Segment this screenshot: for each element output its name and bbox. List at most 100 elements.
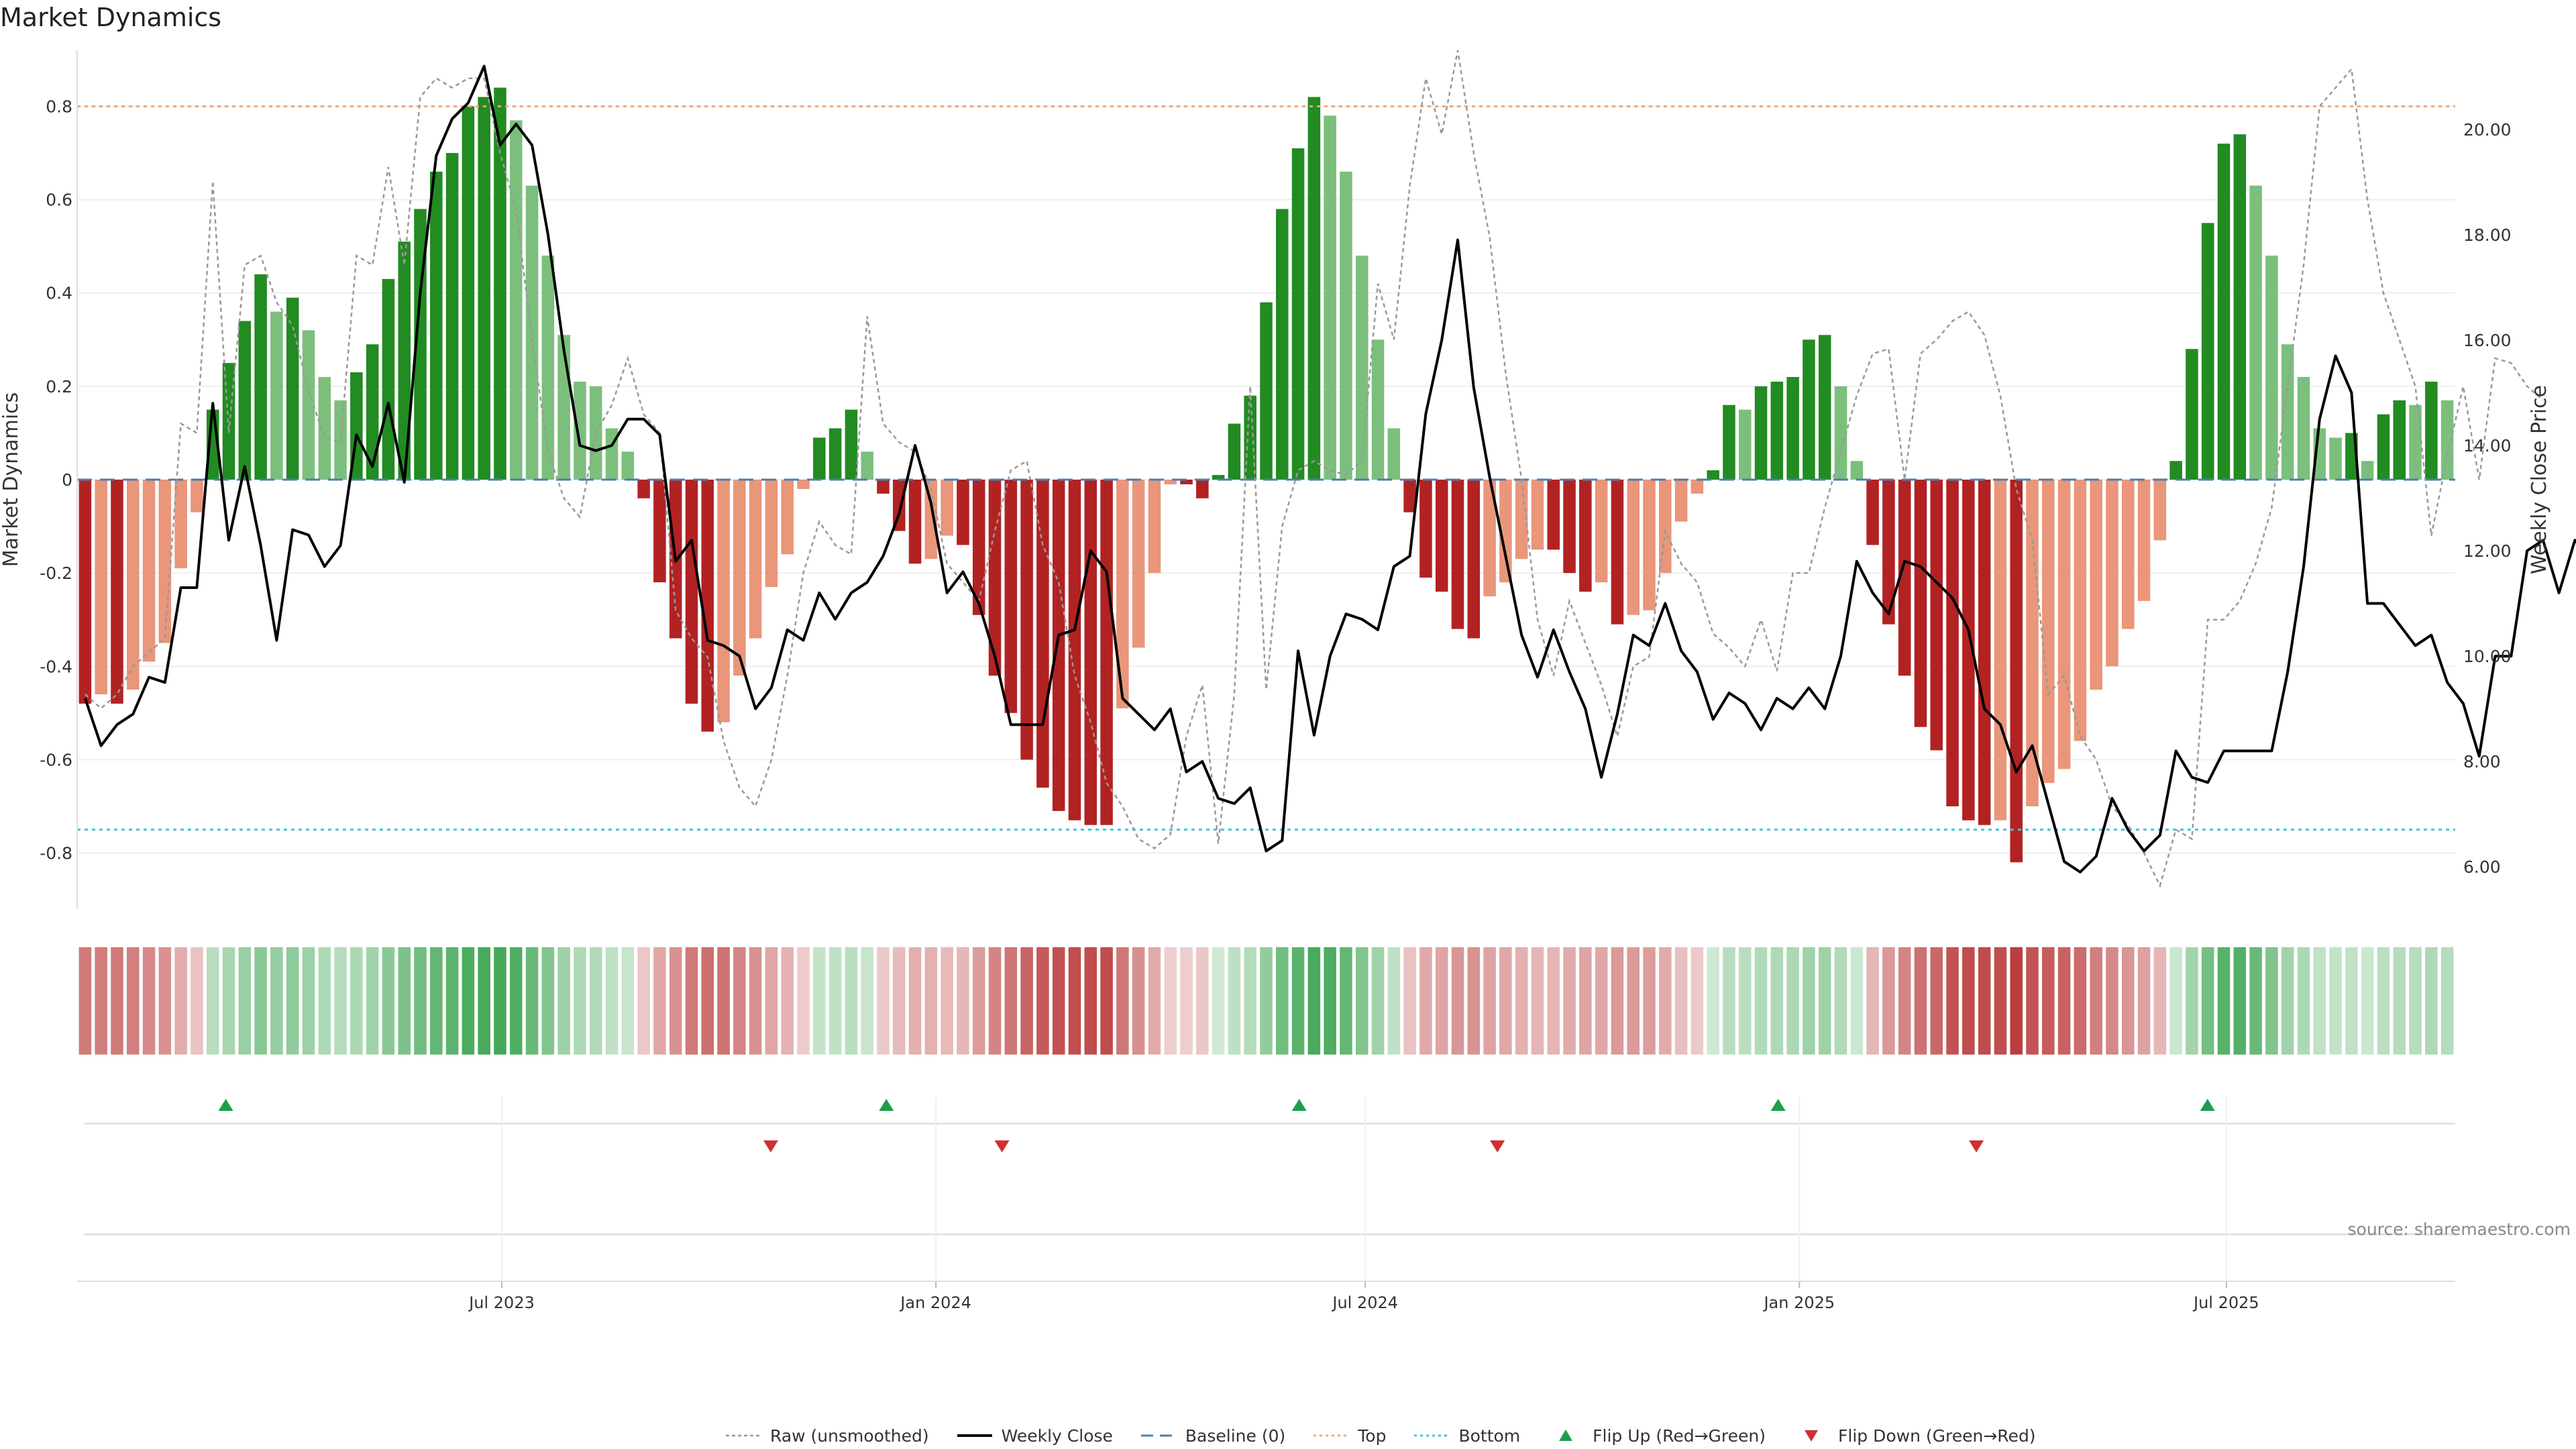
- y-tick-label: 0.6: [46, 191, 72, 210]
- dynamics-bar: [1467, 480, 1481, 639]
- legend-item-bottom: Bottom: [1413, 1426, 1520, 1446]
- regime-cell: [462, 947, 475, 1055]
- regime-cell: [1579, 947, 1592, 1055]
- dynamics-bar: [1754, 386, 1768, 480]
- dynamics-bar: [2297, 376, 2310, 480]
- regime-cell: [1978, 947, 1991, 1055]
- regime-cell: [1914, 947, 1927, 1055]
- legend-label: Top: [1358, 1426, 1387, 1446]
- flip-down-marker: [1490, 1140, 1505, 1152]
- dynamics-bar: [908, 480, 922, 564]
- dynamics-bar: [1324, 115, 1336, 480]
- regime-cell: [2186, 947, 2198, 1055]
- regime-cell: [1371, 947, 1385, 1055]
- dynamics-bar: [1834, 386, 1847, 480]
- legend-label: Flip Down (Green→Red): [1838, 1426, 2036, 1446]
- regime-cell: [222, 947, 235, 1055]
- regime-cell: [2440, 947, 2454, 1055]
- dynamics-bar: [1004, 480, 1018, 713]
- dynamics-bar: [701, 480, 714, 732]
- dynamics-bar: [1978, 480, 1991, 825]
- regime-cell: [2297, 947, 2310, 1055]
- dynamics-bar: [1371, 339, 1385, 480]
- regime-cell: [749, 947, 762, 1055]
- regime-cell: [334, 947, 347, 1055]
- dynamics-bar: [2249, 185, 2262, 480]
- regime-cell: [1387, 947, 1401, 1055]
- dynamics-bar: [1276, 209, 1289, 480]
- regime-cell: [1164, 947, 1177, 1055]
- top-legend-swatch: [1313, 1434, 1349, 1437]
- regime-cell: [1180, 947, 1193, 1055]
- regime-cell: [541, 947, 555, 1055]
- regime-cell: [2217, 947, 2231, 1055]
- regime-cell: [1515, 947, 1528, 1055]
- y2-tick-label: 16.00: [2463, 331, 2512, 350]
- dynamics-bar: [1770, 381, 1784, 480]
- y2-tick-label: 18.00: [2463, 225, 2512, 245]
- regime-cell: [574, 947, 586, 1055]
- dynamics-bar: [1499, 480, 1512, 583]
- dynamics-bar: [1451, 480, 1464, 629]
- regime-cell: [1068, 947, 1081, 1055]
- y2-tick-label: 20.00: [2463, 120, 2512, 140]
- regime-cell: [1100, 947, 1113, 1055]
- dynamics-bar: [2057, 480, 2071, 769]
- regime-cell: [637, 947, 650, 1055]
- dynamics-bar: [238, 321, 252, 480]
- regime-cell: [1754, 947, 1768, 1055]
- dynamics-bar: [733, 480, 746, 676]
- y2-tick-label: 8.00: [2463, 752, 2501, 771]
- regime-cell: [1723, 947, 1735, 1055]
- dynamics-bar: [1595, 480, 1608, 583]
- legend-label: Bottom: [1458, 1426, 1521, 1446]
- regime-cell: [988, 947, 1002, 1055]
- close-legend-swatch: [957, 1434, 992, 1437]
- dynamics-bar: [2281, 344, 2294, 480]
- regime-cell: [828, 947, 842, 1055]
- flip-markers: [84, 1099, 2455, 1236]
- regime-cell: [1483, 947, 1496, 1055]
- regime-cell: [509, 947, 523, 1055]
- regime-cell: [1770, 947, 1784, 1055]
- dynamics-bar: [1036, 480, 1049, 788]
- dynamics-bar: [1563, 480, 1576, 574]
- regime-cell: [1866, 947, 1879, 1055]
- legend-label: Flip Up (Red→Green): [1593, 1426, 1766, 1446]
- flip-up-marker: [218, 1099, 233, 1111]
- regime-cell: [2201, 947, 2214, 1055]
- regime-cell: [1291, 947, 1305, 1055]
- dynamics-bar: [142, 480, 156, 662]
- regime-cell: [2233, 947, 2247, 1055]
- regime-cell: [286, 947, 299, 1055]
- dynamics-bar: [2329, 437, 2342, 480]
- regime-cell: [701, 947, 714, 1055]
- regime-cell: [1707, 947, 1719, 1055]
- dynamics-bar: [2377, 414, 2390, 480]
- dynamics-bar: [685, 480, 698, 704]
- dynamics-bar: [2169, 461, 2182, 480]
- dynamics-bar: [494, 87, 506, 480]
- y-tick-label: 0.4: [46, 284, 72, 303]
- dynamics-bar: [1803, 339, 1815, 480]
- regime-cell: [2361, 947, 2374, 1055]
- dynamics-bar: [1914, 480, 1927, 727]
- dynamics-bar: [924, 480, 938, 559]
- lines-layer: [77, 50, 2576, 888]
- legend: Raw (unsmoothed) Weekly Close Baseline (0)…: [724, 1422, 2063, 1449]
- regime-cell: [797, 947, 810, 1055]
- dynamics-bar: [158, 480, 172, 643]
- dynamics-bar: [861, 451, 873, 480]
- regime-cell: [908, 947, 922, 1055]
- dynamics-bar: [2265, 256, 2278, 480]
- regime-cell: [2074, 947, 2087, 1055]
- dynamics-bar: [797, 480, 810, 489]
- dynamics-bar: [445, 153, 459, 480]
- regime-cell: [350, 947, 363, 1055]
- regime-cell: [1930, 947, 1943, 1055]
- dynamics-bar: [1180, 480, 1193, 484]
- regime-cell: [1850, 947, 1864, 1055]
- dynamics-bar: [302, 330, 315, 480]
- regime-cell: [1324, 947, 1336, 1055]
